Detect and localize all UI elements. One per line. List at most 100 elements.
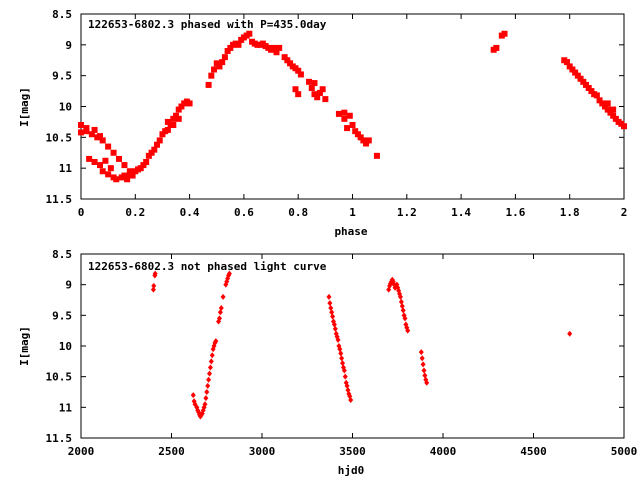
data-point [621,123,627,130]
data-point [569,66,576,73]
phased-x-tick-label: 1.2 [397,206,417,219]
data-point [209,352,215,359]
data-point [418,349,424,356]
data-point [331,321,337,328]
data-point [105,143,112,150]
phased-x-tick-label: 1.4 [451,206,471,219]
data-point [326,293,332,300]
data-point [348,396,354,403]
unphased-plot-frame [80,253,625,439]
data-point [224,48,231,54]
phased-y-tick-label: 10 [59,101,72,114]
unphased-x-tick-label: 4500 [520,445,547,458]
data-point [493,44,500,51]
data-point [216,315,222,322]
data-point [422,372,428,379]
data-point [91,159,98,165]
phased-x-tick-label: 0.8 [288,206,308,219]
data-point [563,59,570,66]
data-point [126,168,133,175]
phased-y-tick-label: 11 [59,162,73,175]
unphased-y-tick-label: 9.5 [52,309,72,322]
data-point [419,355,425,362]
data-point [328,304,334,311]
data-point [577,75,584,82]
data-point [227,44,234,51]
data-point [110,149,117,156]
phased-y-axis-label: I[mag] [18,87,31,127]
data-point [124,176,131,183]
data-point [340,360,346,367]
data-point [91,126,98,133]
data-point [99,137,106,144]
data-point [610,112,617,119]
data-point [341,109,348,116]
data-point [143,159,150,165]
data-point [342,373,348,380]
data-point [145,152,152,159]
data-point [151,282,157,289]
unphased-y-axis-label: I[mag] [18,326,31,366]
data-point [399,303,405,310]
data-point [352,128,359,135]
data-point [610,106,617,113]
data-point [202,401,208,408]
data-point [354,131,361,138]
unphased-x-tick-label: 5000 [611,445,638,458]
phased-x-tick-label: 0.6 [234,206,254,219]
data-point [363,140,370,147]
data-point [213,338,219,345]
data-point [284,57,291,64]
data-point [190,392,196,399]
phased-x-tick-label: 1.6 [505,206,525,219]
data-point [311,91,318,98]
data-point [314,94,321,101]
data-point [270,44,277,51]
data-point [129,172,136,179]
phased-y-tick-label: 9 [65,39,72,52]
data-point [580,78,587,85]
data-point [346,112,353,119]
data-point [220,293,226,300]
data-point [211,66,218,73]
data-point [156,137,163,144]
data-point [78,122,84,128]
phased-plot-frame [80,13,625,200]
data-point [421,367,427,374]
data-point [360,137,367,144]
data-point [221,54,228,61]
data-point [78,129,84,136]
unphased-light-curve-panel: 122653-6802.3 not phased light curve hjd… [18,248,637,477]
data-point [292,86,299,93]
data-point [102,157,109,164]
data-point [316,89,323,96]
data-point [276,44,283,51]
data-point [327,300,333,307]
phased-x-tick-label: 0 [78,206,85,219]
data-point [213,60,220,67]
data-point [164,118,171,125]
data-point [116,155,123,162]
phased-x-tick-label: 1.8 [560,206,580,219]
data-point [295,91,302,98]
data-point [335,110,342,117]
data-point [175,106,182,113]
data-point [135,166,142,173]
data-point [217,309,223,316]
unphased-y-tick-label: 9 [65,279,72,292]
data-point [170,115,177,122]
data-point [226,270,232,277]
data-point [599,100,606,107]
data-point [322,96,329,103]
data-point [400,307,406,314]
data-point [574,72,581,79]
data-point [208,358,214,365]
data-point [86,155,93,162]
data-point [208,72,215,79]
data-point [596,97,603,104]
unphased-y-tick-label: 10 [59,340,72,353]
phased-light-curve-panel: 122653-6802.3 phased with P=435.0day pha… [18,8,627,238]
data-point [186,100,193,107]
unphased-y-tick-label: 8.5 [52,248,72,261]
